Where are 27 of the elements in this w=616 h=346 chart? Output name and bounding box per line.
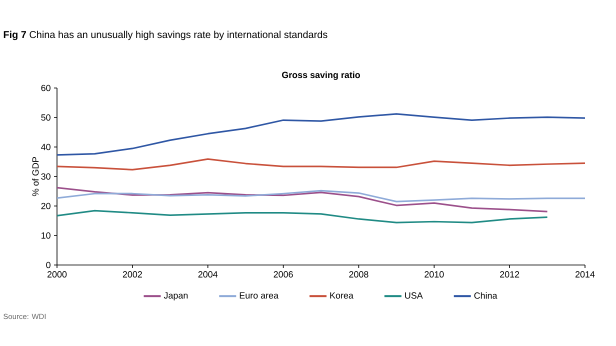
y-tick-label: 20 <box>41 202 50 210</box>
line-series <box>57 113 586 156</box>
x-tick-label: 2008 <box>349 271 368 278</box>
chart-title: Fig 7 China has an unusually high savings rate by international standards <box>4 30 328 40</box>
y-axis-title: % of GDP <box>32 157 39 196</box>
x-tick-label: 2012 <box>500 271 520 278</box>
y-tick-label: 50 <box>41 114 50 121</box>
y-tick-label: 30 <box>41 173 50 180</box>
legend-label: China <box>474 292 498 299</box>
x-tick-label: 2004 <box>198 271 218 278</box>
x-tick-label: 2010 <box>424 271 444 278</box>
y-tick-label: 10 <box>42 232 50 239</box>
y-tick-label: 40 <box>41 144 50 150</box>
x-tick-label: 2006 <box>274 271 293 278</box>
legend-label: Korea <box>330 292 354 299</box>
y-tick-label: 60 <box>41 84 50 92</box>
x-tick-label: 2014 <box>575 271 595 278</box>
y-tick-label: 0 <box>46 262 50 268</box>
legend-label: Euro area <box>240 292 279 299</box>
line-series <box>57 158 586 171</box>
x-tick-label: 2002 <box>122 271 142 278</box>
line-series <box>57 186 548 212</box>
x-tick-label: 2000 <box>47 271 67 278</box>
legend-label: Japan <box>164 292 188 300</box>
legend-label: USA <box>405 292 423 299</box>
line-series <box>57 190 586 202</box>
chart-subtitle: Gross saving ratio <box>282 72 360 80</box>
